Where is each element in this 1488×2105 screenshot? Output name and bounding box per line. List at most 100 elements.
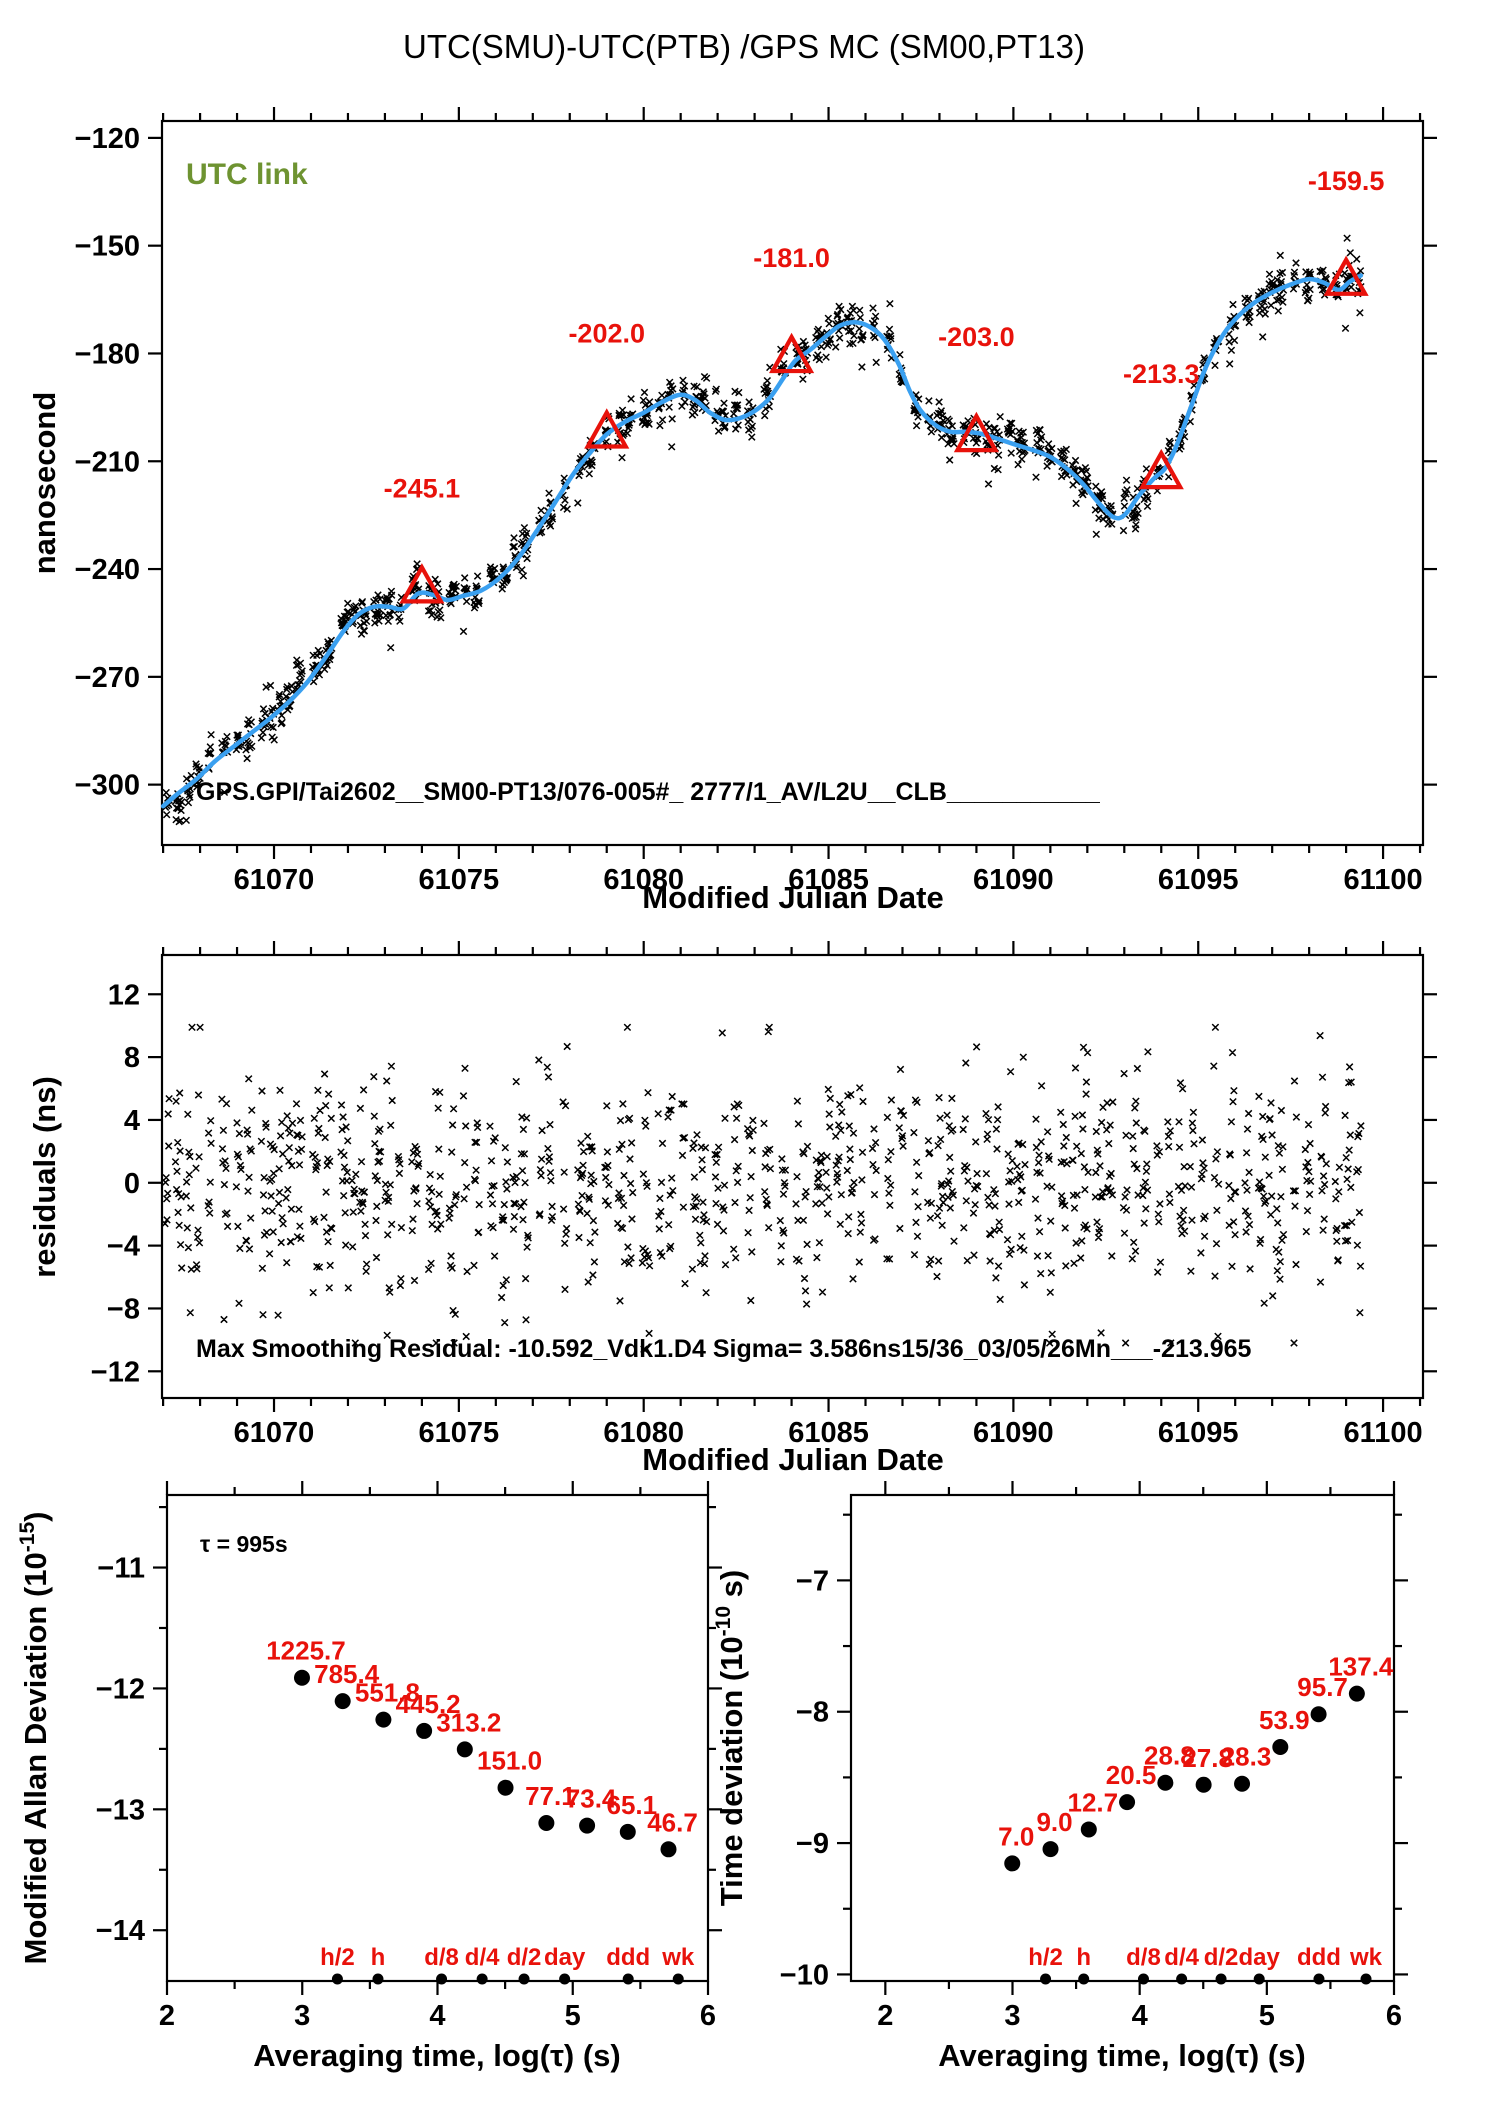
tick-label: −180 <box>75 338 140 370</box>
tick-label: 61080 <box>603 1417 684 1449</box>
xlabel-avgtime-left: Averaging time, log(τ) (s) <box>253 2038 621 2073</box>
calibration-triangle <box>953 411 999 453</box>
time-mark-label: h/2 <box>1028 1944 1063 1971</box>
time-mark-dot <box>518 1973 530 1985</box>
data-point-label: 27.8 <box>1182 1743 1233 1773</box>
data-point-label: 151.0 <box>477 1746 542 1776</box>
ylabel-mdev: Modified Allan Deviation (10-15) <box>16 1512 53 1965</box>
top-panel: 61070 61075 61080 61085 61090 61095 61100 −300 −… <box>75 107 1437 896</box>
data-point <box>375 1711 392 1728</box>
data-point <box>1080 1821 1097 1838</box>
data-point <box>1157 1774 1174 1791</box>
time-mark-dot <box>672 1973 684 1985</box>
tick-label: 4 <box>429 2000 445 2032</box>
tick-label: −300 <box>75 770 140 802</box>
tick-label: 61095 <box>1158 1417 1239 1449</box>
data-point-label: 313.2 <box>436 1707 501 1737</box>
ylabel-nanosecond: nanosecond <box>27 392 62 575</box>
time-mark-label: d/4 <box>1164 1944 1199 1971</box>
tick-label: −13 <box>96 1794 145 1826</box>
data-point-label: 95.7 <box>1297 1672 1348 1702</box>
data-point-label: 137.4 <box>1328 1652 1394 1682</box>
calibration-triangle <box>768 332 815 374</box>
calibration-label: -159.5 <box>1308 166 1385 196</box>
tick-label: −270 <box>75 662 140 694</box>
data-point-label: 28.8 <box>1144 1741 1195 1771</box>
tick-label: −120 <box>75 123 140 155</box>
tick-label: −12 <box>91 1356 140 1388</box>
time-mark-label: d/2 <box>1204 1944 1239 1971</box>
time-mark-label: day <box>1239 1944 1281 1971</box>
time-mark-label: d/4 <box>465 1944 500 1971</box>
xlabel-mjd-mid: Modified Julian Date <box>642 1442 943 1477</box>
data-point <box>456 1741 473 1758</box>
calibration-triangle <box>1138 448 1184 490</box>
calibration-label: -203.0 <box>938 322 1015 352</box>
calibration-triangle <box>1323 255 1369 296</box>
time-mark-dot <box>1078 1973 1090 1985</box>
data-point <box>619 1823 636 1840</box>
data-point-label: 73.4 <box>566 1784 617 1814</box>
residuals-annotation: Max Smoothing Residual: -10.592_Vdk1.D4 … <box>196 1335 1252 1363</box>
tick-label: 61085 <box>788 1417 869 1449</box>
tick-label: −12 <box>96 1673 145 1705</box>
data-point <box>1348 1685 1365 1702</box>
data-point-label: 20.5 <box>1106 1760 1157 1790</box>
data-point-label: 77.1 <box>525 1781 576 1811</box>
time-mark-dot <box>1137 1973 1149 1985</box>
data-point <box>538 1814 555 1831</box>
tick-label: 61100 <box>1344 1417 1423 1449</box>
tick-label: −8 <box>796 1697 829 1729</box>
tick-label: 4 <box>1132 2000 1148 2032</box>
tau-annotation: τ = 995s <box>200 1531 288 1557</box>
data-point <box>1119 1794 1136 1811</box>
smoothed-line <box>160 273 1364 809</box>
tick-label: 61085 <box>788 864 869 896</box>
tick-label: 61075 <box>419 1417 500 1449</box>
time-mark-dot <box>559 1973 571 1985</box>
tick-label: 3 <box>1004 2000 1020 2032</box>
calibration-triangle <box>584 408 630 449</box>
calibration-triangle <box>399 563 445 604</box>
data-point <box>334 1693 351 1710</box>
tick-label: −4 <box>107 1231 140 1263</box>
time-mark-dot <box>1360 1973 1372 1985</box>
chart-title: UTC(SMU)-UTC(PTB) /GPS MC (SM00,PT13) <box>403 28 1085 65</box>
time-mark-label: wk <box>661 1944 695 1971</box>
data-point <box>497 1779 514 1796</box>
scatter-points <box>161 234 1365 826</box>
data-point-label: 1225.7 <box>266 1636 346 1666</box>
tick-label: −210 <box>75 446 140 478</box>
xlabel-avgtime-right: Averaging time, log(τ) (s) <box>938 2038 1306 2073</box>
tick-label: −150 <box>75 231 140 263</box>
data-point-label: 53.9 <box>1259 1705 1310 1735</box>
time-mark-dot <box>1313 1973 1325 1985</box>
time-mark-dot <box>1040 1973 1052 1985</box>
axis-frame <box>160 953 1425 1400</box>
data-point <box>1272 1738 1289 1755</box>
main-annotation: GPS.GPI/Tai2602__SM00-PT13/076-005#_ 277… <box>196 778 1101 806</box>
axis-frame <box>160 119 1425 847</box>
data-point-label: 7.0 <box>998 1821 1034 1851</box>
mdev-panel: 2 3 4 5 6 −11 −12 −13 −14 h/2 h d/8 d/4 d/2 day ddd wk 12… <box>96 1481 722 2032</box>
data-point-label: 46.7 <box>647 1807 698 1837</box>
tick-label: −240 <box>75 554 140 586</box>
tick-label: −9 <box>796 1828 829 1860</box>
tdev-panel: 2 3 4 5 6 −7 −8 −9 −10 h/2 h d/8 d/4 d/2 day ddd wk 7.0 9.… <box>780 1481 1408 2032</box>
tick-label: 12 <box>108 979 140 1011</box>
tick-label: 8 <box>124 1042 140 1074</box>
tick-label: 5 <box>565 2000 581 2032</box>
tick-label: −11 <box>97 1553 145 1585</box>
tick-label: 61080 <box>603 864 684 896</box>
time-mark-dot <box>476 1973 488 1985</box>
time-mark-dot <box>436 1973 448 1985</box>
scatter-points <box>161 1023 1365 1353</box>
tick-label: 4 <box>124 1105 140 1137</box>
tick-label: 2 <box>877 2000 893 2032</box>
data-point <box>1004 1855 1021 1872</box>
time-mark-label: d/2 <box>507 1944 542 1971</box>
tick-label: 5 <box>1259 2000 1275 2032</box>
calibration-label: -181.0 <box>753 243 830 273</box>
time-mark-dot <box>1176 1973 1188 1985</box>
